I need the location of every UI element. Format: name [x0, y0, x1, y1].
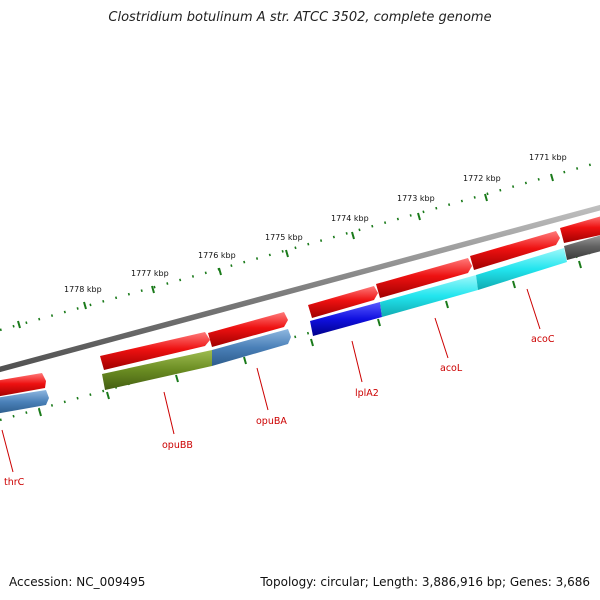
ruler-label-1774: 1774 kbp	[331, 214, 369, 223]
leader-thrC	[1, 429, 14, 473]
inner-major-tick	[175, 374, 179, 383]
gene-red-1[interactable]	[0, 373, 46, 397]
leader-lplA2	[351, 340, 363, 383]
leader-opuBB	[163, 391, 175, 435]
gene-unlabeled-gray[interactable]	[564, 234, 600, 260]
gene-thrC[interactable]	[0, 390, 49, 414]
gene-labels: acoC acoL lplA2 opuBA opuBB thrC	[4, 334, 555, 488]
ruler-major-tick	[351, 231, 355, 240]
gene-opuBA[interactable]	[212, 329, 291, 366]
ruler-label-1771: 1771 kbp	[529, 153, 567, 162]
ruler-major-tick	[17, 320, 21, 329]
inner-major-tick	[512, 280, 516, 289]
accession-text: Accession: NC_009495	[9, 575, 146, 589]
gene-lplA2[interactable]	[310, 302, 382, 336]
ruler-label-1776: 1776 kbp	[198, 251, 236, 260]
ruler-major-tick	[285, 249, 289, 258]
ruler-label-1775: 1775 kbp	[265, 233, 303, 242]
ruler-label-1772: 1772 kbp	[463, 174, 501, 183]
gene-acoL[interactable]	[380, 275, 478, 317]
ruler-major-tick	[484, 193, 488, 202]
genome-backbone	[0, 204, 600, 373]
gene-red-6[interactable]	[470, 231, 560, 270]
annotated-genes	[0, 234, 600, 414]
gene-red-5[interactable]	[376, 258, 472, 298]
ruler-labels: 1771 kbp 1772 kbp 1773 kbp 1774 kbp 1775…	[64, 153, 567, 294]
inner-major-tick	[578, 260, 582, 269]
gene-label-acoC[interactable]: acoC	[531, 334, 555, 345]
inner-major-tick	[445, 300, 449, 309]
gene-label-lplA2[interactable]: lplA2	[355, 388, 379, 399]
gene-label-opuBB[interactable]: opuBB	[162, 440, 193, 451]
ruler-label-1777: 1777 kbp	[131, 269, 169, 278]
ruler-major-tick	[151, 285, 155, 294]
ruler-major-tick	[417, 212, 421, 221]
inner-tick-track	[0, 248, 600, 422]
leader-acoL	[434, 317, 449, 359]
inner-major-tick	[377, 318, 381, 327]
label-leaders	[1, 288, 541, 473]
inner-major-tick	[243, 356, 247, 365]
gene-acoC[interactable]	[476, 248, 567, 290]
ruler-label-1778: 1778 kbp	[64, 285, 102, 294]
ruler-major-tick	[550, 173, 554, 182]
gene-red-3[interactable]	[208, 312, 288, 347]
inner-major-tick	[38, 408, 42, 417]
ruler-major-tick	[83, 301, 87, 310]
ruler-label-1773: 1773 kbp	[397, 194, 435, 203]
gene-red-7[interactable]	[560, 215, 600, 243]
genome-title: Clostridium botulinum A str. ATCC 3502, …	[108, 10, 492, 25]
gene-red-4[interactable]	[308, 286, 378, 318]
gene-label-opuBA[interactable]: opuBA	[256, 416, 287, 427]
gene-label-thrC[interactable]: thrC	[4, 477, 25, 488]
inner-major-tick	[106, 391, 110, 400]
ruler-ticks	[0, 160, 600, 332]
inner-major-tick	[310, 338, 314, 347]
gene-red-2[interactable]	[100, 332, 210, 370]
ruler-major-tick	[218, 267, 222, 276]
leader-acoC	[526, 288, 541, 330]
forward-genes	[0, 215, 600, 397]
gene-opuBB[interactable]	[102, 350, 212, 390]
gene-label-acoL[interactable]: acoL	[440, 363, 463, 374]
genome-summary-text: Topology: circular; Length: 3,886,916 bp…	[260, 575, 590, 589]
leader-opuBA	[256, 367, 269, 411]
